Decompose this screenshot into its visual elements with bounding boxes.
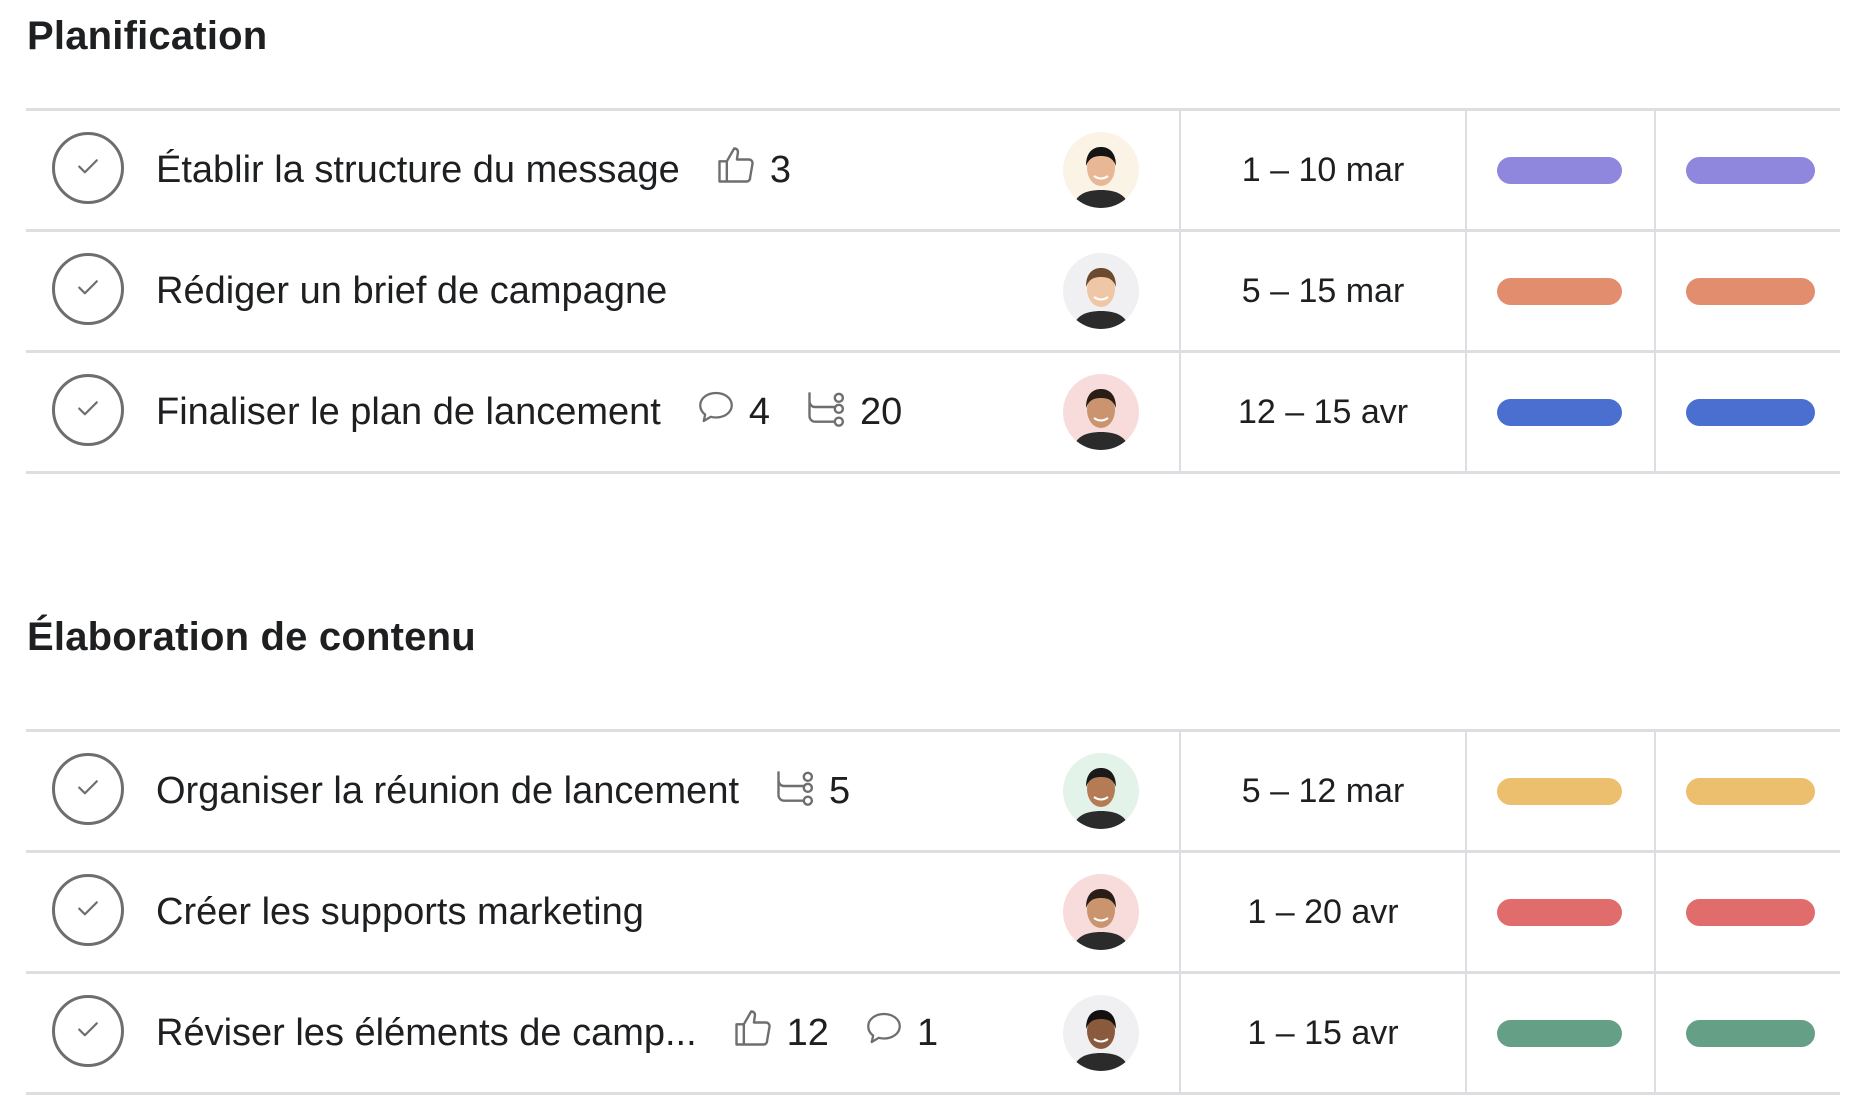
- subtasks-count[interactable]: 5: [773, 764, 850, 818]
- priority-pill[interactable]: [1686, 399, 1815, 426]
- column-divider: [1465, 111, 1467, 229]
- complete-task-checkbox[interactable]: [52, 995, 124, 1067]
- status-pill[interactable]: [1497, 278, 1622, 305]
- status-pill[interactable]: [1497, 1020, 1622, 1047]
- priority-pill[interactable]: [1686, 899, 1815, 926]
- assignee-avatar[interactable]: [1063, 132, 1139, 208]
- checkmark-icon: [73, 1014, 103, 1049]
- task-row[interactable]: Établir la structure du message 3 1 – 10 …: [26, 111, 1840, 232]
- status-pill[interactable]: [1497, 778, 1622, 805]
- due-date[interactable]: 5 – 15 mar: [1241, 271, 1405, 310]
- column-divider: [1465, 353, 1467, 471]
- task-table-elaboration: Organiser la réunion de lancement 5 5 – 1…: [26, 729, 1840, 1095]
- task-row[interactable]: Réviser les éléments de camp... 12 1 1 – 1…: [26, 974, 1840, 1095]
- checkmark-icon: [73, 272, 103, 307]
- section-title-elaboration: Élaboration de contenu: [27, 615, 476, 659]
- due-date[interactable]: 1 – 10 mar: [1241, 150, 1405, 189]
- column-divider: [1654, 111, 1656, 229]
- column-divider: [1179, 853, 1181, 971]
- column-divider: [1465, 732, 1467, 850]
- priority-pill[interactable]: [1686, 278, 1815, 305]
- checkmark-icon: [73, 893, 103, 928]
- column-divider: [1465, 232, 1467, 350]
- assignee-avatar[interactable]: [1063, 753, 1139, 829]
- comments-count[interactable]: 4: [695, 386, 770, 438]
- assignee-avatar[interactable]: [1063, 874, 1139, 950]
- thumbs-up-icon: [714, 143, 770, 197]
- status-pill[interactable]: [1497, 399, 1622, 426]
- task-name[interactable]: Rédiger un brief de campagne: [156, 269, 668, 312]
- column-divider: [1179, 732, 1181, 850]
- priority-pill[interactable]: [1686, 778, 1815, 805]
- checkmark-icon: [73, 393, 103, 428]
- subtask-icon: [773, 764, 829, 818]
- task-row[interactable]: Créer les supports marketing 1 – 20 avr: [26, 853, 1840, 974]
- column-divider: [1465, 853, 1467, 971]
- column-divider: [1179, 232, 1181, 350]
- complete-task-checkbox[interactable]: [52, 253, 124, 325]
- checkmark-icon: [73, 151, 103, 186]
- complete-task-checkbox[interactable]: [52, 374, 124, 446]
- task-row[interactable]: Finaliser le plan de lancement 4 20 12 – 1…: [26, 353, 1840, 474]
- likes-count[interactable]: 3: [714, 143, 791, 197]
- due-date[interactable]: 1 – 20 avr: [1247, 892, 1399, 931]
- status-pill[interactable]: [1497, 899, 1622, 926]
- task-name[interactable]: Finaliser le plan de lancement: [156, 390, 661, 433]
- due-date[interactable]: 1 – 15 avr: [1247, 1013, 1399, 1052]
- task-name[interactable]: Créer les supports marketing: [156, 890, 644, 933]
- assignee-avatar[interactable]: [1063, 995, 1139, 1071]
- assignee-avatar[interactable]: [1063, 374, 1139, 450]
- thumbs-up-icon: [731, 1006, 787, 1060]
- priority-pill[interactable]: [1686, 157, 1815, 184]
- column-divider: [1654, 853, 1656, 971]
- comment-icon: [695, 386, 749, 438]
- column-divider: [1179, 974, 1181, 1092]
- complete-task-checkbox[interactable]: [52, 753, 124, 825]
- complete-task-checkbox[interactable]: [52, 132, 124, 204]
- due-date[interactable]: 12 – 15 avr: [1237, 392, 1409, 431]
- task-name[interactable]: Réviser les éléments de camp...: [156, 1011, 697, 1054]
- due-date[interactable]: 5 – 12 mar: [1241, 771, 1405, 810]
- priority-pill[interactable]: [1686, 1020, 1815, 1047]
- likes-count[interactable]: 12: [731, 1006, 829, 1060]
- column-divider: [1179, 353, 1181, 471]
- task-name[interactable]: Organiser la réunion de lancement: [156, 769, 740, 812]
- column-divider: [1465, 974, 1467, 1092]
- section-title-planification: Planification: [27, 14, 268, 58]
- comments-count[interactable]: 1: [863, 1007, 938, 1059]
- column-divider: [1654, 732, 1656, 850]
- checkmark-icon: [73, 772, 103, 807]
- column-divider: [1654, 353, 1656, 471]
- assignee-avatar[interactable]: [1063, 253, 1139, 329]
- task-row[interactable]: Organiser la réunion de lancement 5 5 – 1…: [26, 732, 1840, 853]
- complete-task-checkbox[interactable]: [52, 874, 124, 946]
- status-pill[interactable]: [1497, 157, 1622, 184]
- column-divider: [1654, 232, 1656, 350]
- task-row[interactable]: Rédiger un brief de campagne 5 – 15 mar: [26, 232, 1840, 353]
- subtask-icon: [804, 385, 860, 439]
- column-divider: [1179, 111, 1181, 229]
- task-table-planification: Établir la structure du message 3 1 – 10 …: [26, 108, 1840, 474]
- comment-icon: [863, 1007, 917, 1059]
- task-name[interactable]: Établir la structure du message: [156, 148, 680, 191]
- subtasks-count[interactable]: 20: [804, 385, 902, 439]
- column-divider: [1654, 974, 1656, 1092]
